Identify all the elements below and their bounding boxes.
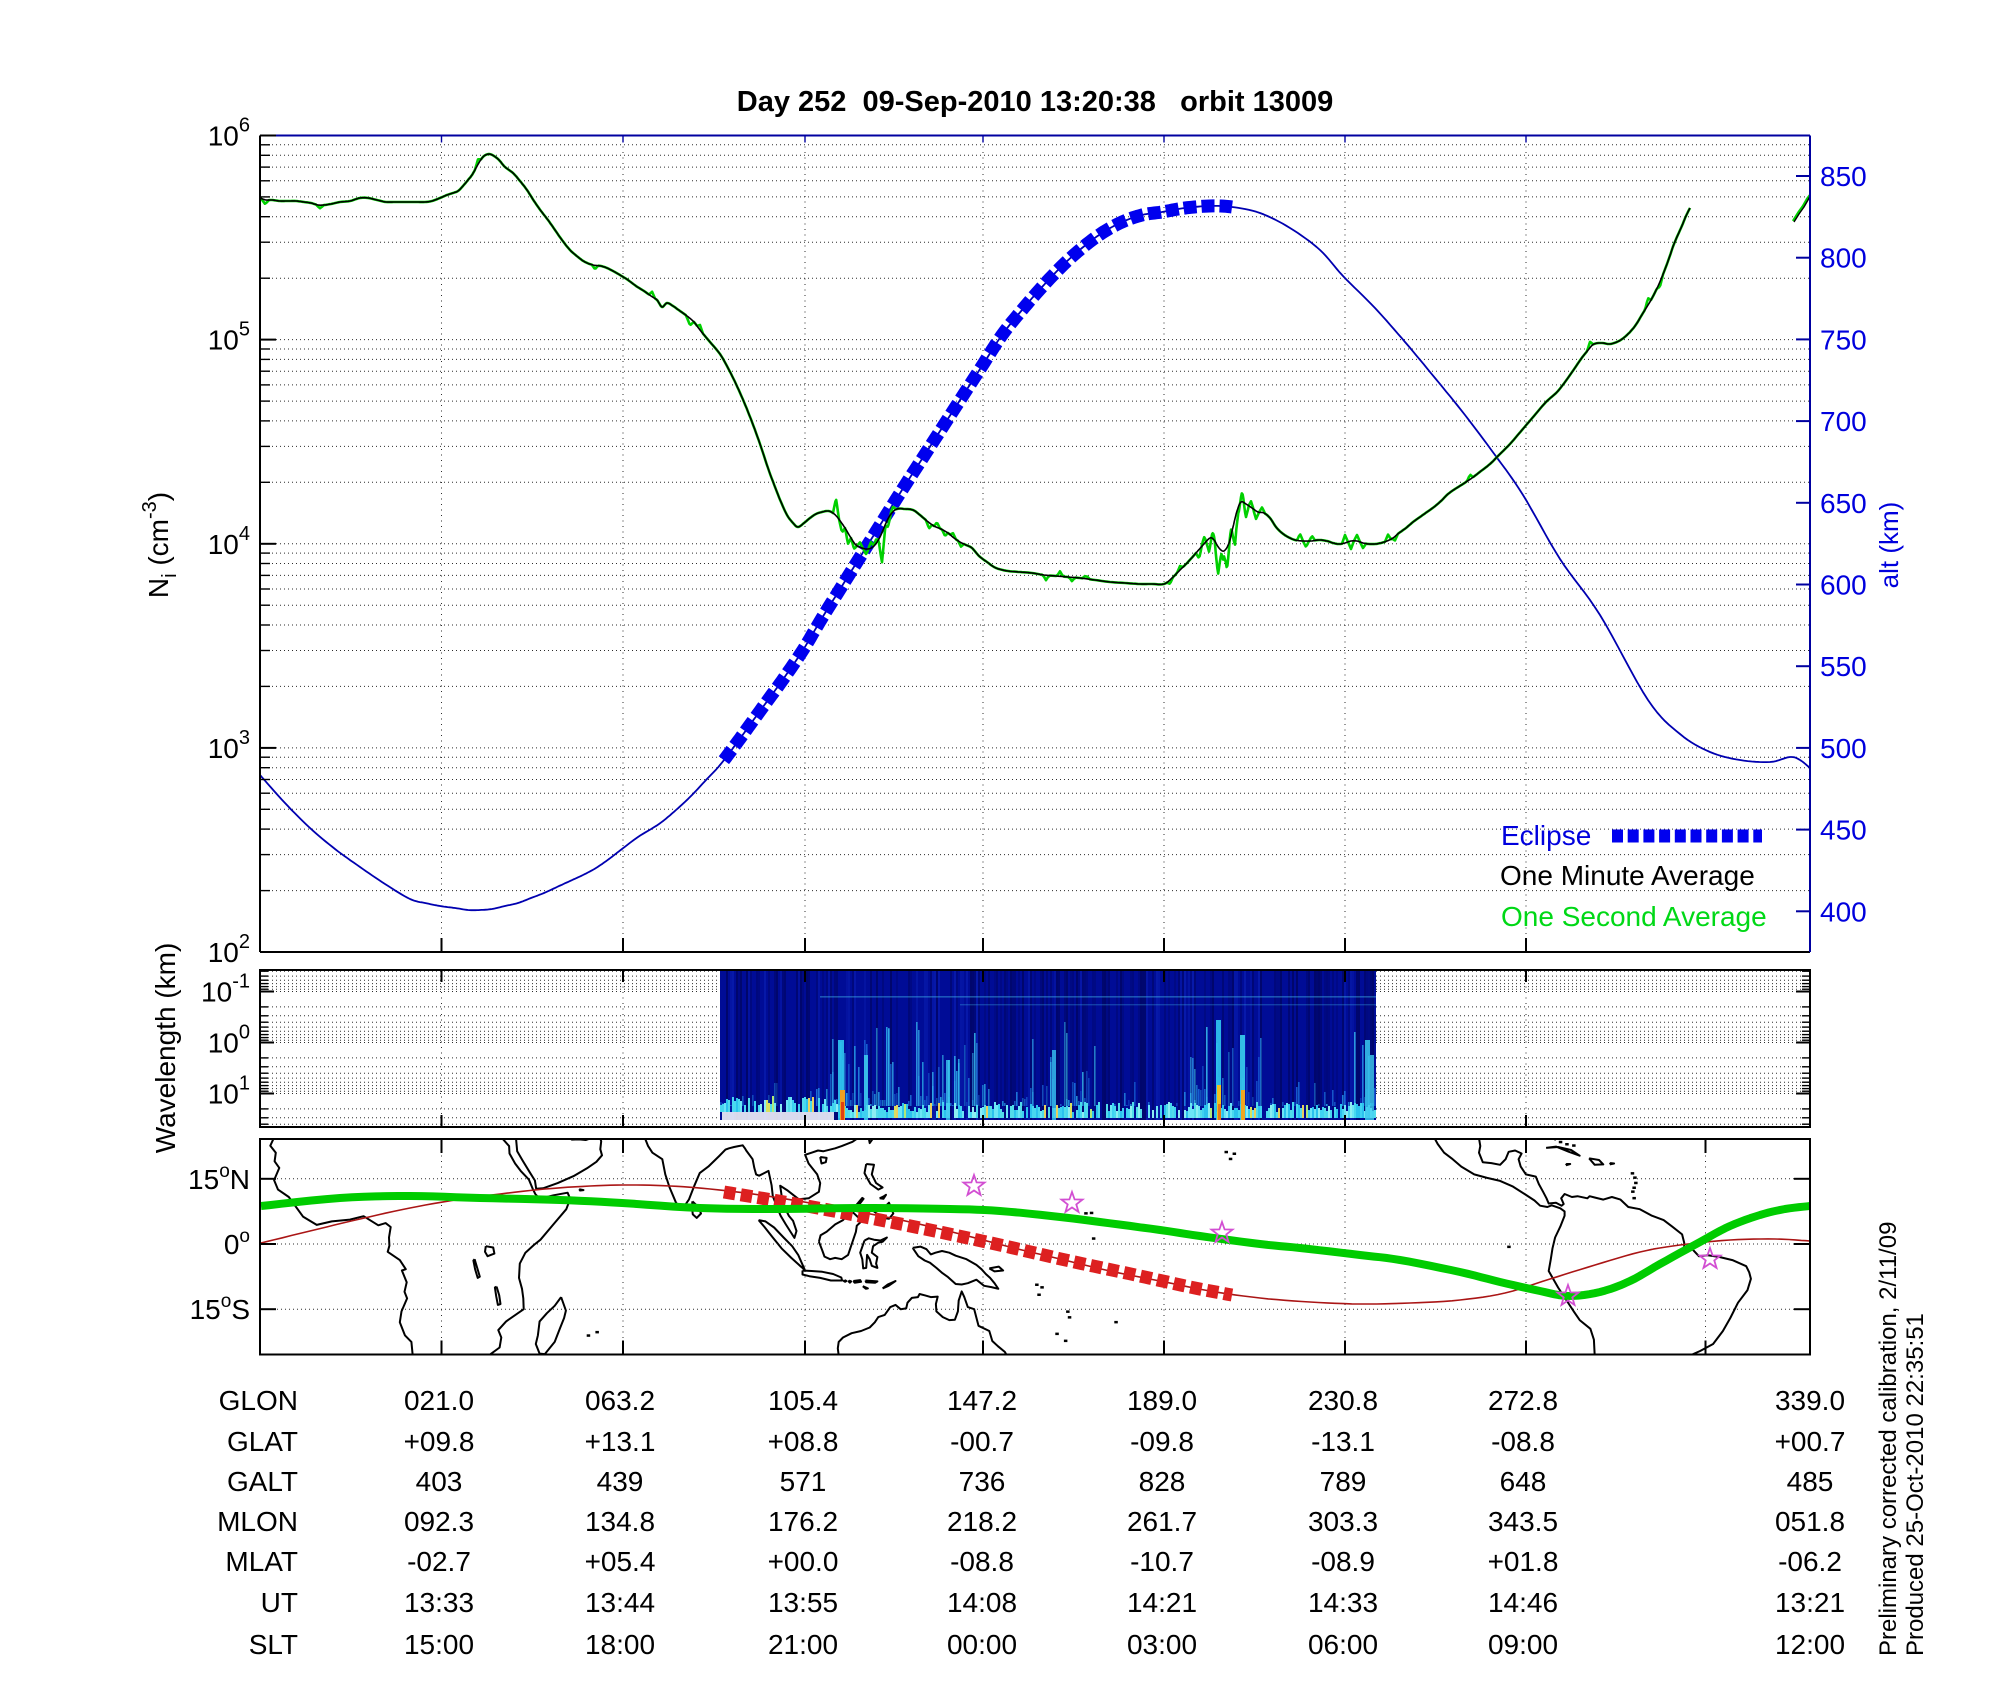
svg-text:UT: UT: [261, 1587, 298, 1618]
svg-text:100: 100: [208, 1022, 250, 1059]
svg-text:Produced 25-Oct-2010 22:35:51: Produced 25-Oct-2010 22:35:51: [1902, 1313, 1929, 1656]
svg-text:176.2: 176.2: [768, 1506, 838, 1537]
svg-text:21:00: 21:00: [768, 1629, 838, 1660]
svg-text:-09.8: -09.8: [1130, 1426, 1194, 1457]
svg-text:800: 800: [1820, 243, 1867, 274]
svg-text:14:08: 14:08: [947, 1587, 1017, 1618]
svg-text:14:21: 14:21: [1127, 1587, 1197, 1618]
svg-text:+05.4: +05.4: [585, 1546, 656, 1577]
svg-text:-08.8: -08.8: [1491, 1426, 1555, 1457]
svg-text:303.3: 303.3: [1308, 1506, 1378, 1537]
svg-text:-02.7: -02.7: [407, 1546, 471, 1577]
svg-text:736: 736: [959, 1466, 1006, 1497]
svg-text:147.2: 147.2: [947, 1385, 1017, 1416]
svg-text:GALT: GALT: [227, 1466, 298, 1497]
svg-text:-10.7: -10.7: [1130, 1546, 1194, 1577]
svg-text:063.2: 063.2: [585, 1385, 655, 1416]
svg-text:828: 828: [1139, 1466, 1186, 1497]
svg-text:18:00: 18:00: [585, 1629, 655, 1660]
svg-text:500: 500: [1820, 733, 1867, 764]
svg-text:343.5: 343.5: [1488, 1506, 1558, 1537]
svg-text:403: 403: [416, 1466, 463, 1497]
svg-text:+09.8: +09.8: [404, 1426, 475, 1457]
svg-text:Preliminary corrected calibrat: Preliminary corrected calibration, 2/11/…: [1875, 1222, 1902, 1656]
svg-text:+01.8: +01.8: [1488, 1546, 1559, 1577]
svg-text:GLAT: GLAT: [227, 1426, 298, 1457]
svg-text:15oN: 15oN: [188, 1161, 250, 1195]
svg-text:+08.8: +08.8: [768, 1426, 839, 1457]
svg-text:Day 252 09-Sep-2010 13:20:38: Day 252 09-Sep-2010 13:20:38 orbit 13009: [737, 86, 1333, 118]
svg-text:MLAT: MLAT: [225, 1546, 298, 1577]
svg-text:189.0: 189.0: [1127, 1385, 1197, 1416]
svg-text:-06.2: -06.2: [1778, 1546, 1842, 1577]
svg-text:439: 439: [597, 1466, 644, 1497]
svg-text:105.4: 105.4: [768, 1385, 838, 1416]
svg-text:Wavelength (km): Wavelength (km): [150, 943, 181, 1154]
svg-text:648: 648: [1500, 1466, 1547, 1497]
svg-text:15:00: 15:00: [404, 1629, 474, 1660]
svg-text:13:21: 13:21: [1775, 1587, 1845, 1618]
svg-text:339.0: 339.0: [1775, 1385, 1845, 1416]
svg-text:10-1: 10-1: [201, 971, 250, 1008]
svg-text:700: 700: [1820, 406, 1867, 437]
svg-text:13:33: 13:33: [404, 1587, 474, 1618]
svg-text:-13.1: -13.1: [1311, 1426, 1375, 1457]
svg-text:550: 550: [1820, 651, 1867, 682]
svg-text:-00.7: -00.7: [950, 1426, 1014, 1457]
svg-text:Ni (cm-3): Ni (cm-3): [139, 492, 181, 598]
svg-text:0o: 0o: [224, 1226, 250, 1260]
svg-text:-08.9: -08.9: [1311, 1546, 1375, 1577]
svg-text:+13.1: +13.1: [585, 1426, 656, 1457]
svg-text:00:00: 00:00: [947, 1629, 1017, 1660]
svg-text:261.7: 261.7: [1127, 1506, 1197, 1537]
svg-text:101: 101: [208, 1073, 250, 1110]
svg-text:850: 850: [1820, 161, 1867, 192]
svg-text:14:46: 14:46: [1488, 1587, 1558, 1618]
svg-text:134.8: 134.8: [585, 1506, 655, 1537]
svg-text:MLON: MLON: [217, 1506, 298, 1537]
svg-text:13:55: 13:55: [768, 1587, 838, 1618]
svg-text:+00.7: +00.7: [1775, 1426, 1846, 1457]
svg-text:14:33: 14:33: [1308, 1587, 1378, 1618]
svg-text:One Minute Average: One Minute Average: [1500, 860, 1755, 891]
svg-text:One Second Average: One Second Average: [1501, 901, 1767, 932]
svg-text:105: 105: [208, 319, 250, 356]
svg-text:104: 104: [208, 523, 250, 560]
svg-text:15oS: 15oS: [190, 1291, 250, 1325]
svg-text:106: 106: [208, 115, 250, 152]
svg-text:SLT: SLT: [249, 1629, 298, 1660]
svg-text:alt (km): alt (km): [1874, 502, 1904, 589]
svg-text:+00.0: +00.0: [768, 1546, 839, 1577]
svg-text:03:00: 03:00: [1127, 1629, 1197, 1660]
svg-text:092.3: 092.3: [404, 1506, 474, 1537]
svg-text:06:00: 06:00: [1308, 1629, 1378, 1660]
svg-text:Eclipse: Eclipse: [1501, 820, 1591, 851]
svg-text:450: 450: [1820, 815, 1867, 846]
svg-text:600: 600: [1820, 570, 1867, 601]
svg-text:218.2: 218.2: [947, 1506, 1017, 1537]
svg-text:13:44: 13:44: [585, 1587, 655, 1618]
svg-text:650: 650: [1820, 488, 1867, 519]
svg-text:789: 789: [1320, 1466, 1367, 1497]
svg-text:12:00: 12:00: [1775, 1629, 1845, 1660]
svg-text:-08.8: -08.8: [950, 1546, 1014, 1577]
svg-text:021.0: 021.0: [404, 1385, 474, 1416]
svg-text:051.8: 051.8: [1775, 1506, 1845, 1537]
svg-text:750: 750: [1820, 324, 1867, 355]
svg-text:09:00: 09:00: [1488, 1629, 1558, 1660]
svg-text:571: 571: [780, 1466, 827, 1497]
svg-text:485: 485: [1787, 1466, 1834, 1497]
svg-text:230.8: 230.8: [1308, 1385, 1378, 1416]
svg-text:102: 102: [208, 931, 250, 968]
svg-text:400: 400: [1820, 896, 1867, 927]
svg-text:272.8: 272.8: [1488, 1385, 1558, 1416]
svg-text:GLON: GLON: [219, 1385, 298, 1416]
svg-text:103: 103: [208, 727, 250, 764]
